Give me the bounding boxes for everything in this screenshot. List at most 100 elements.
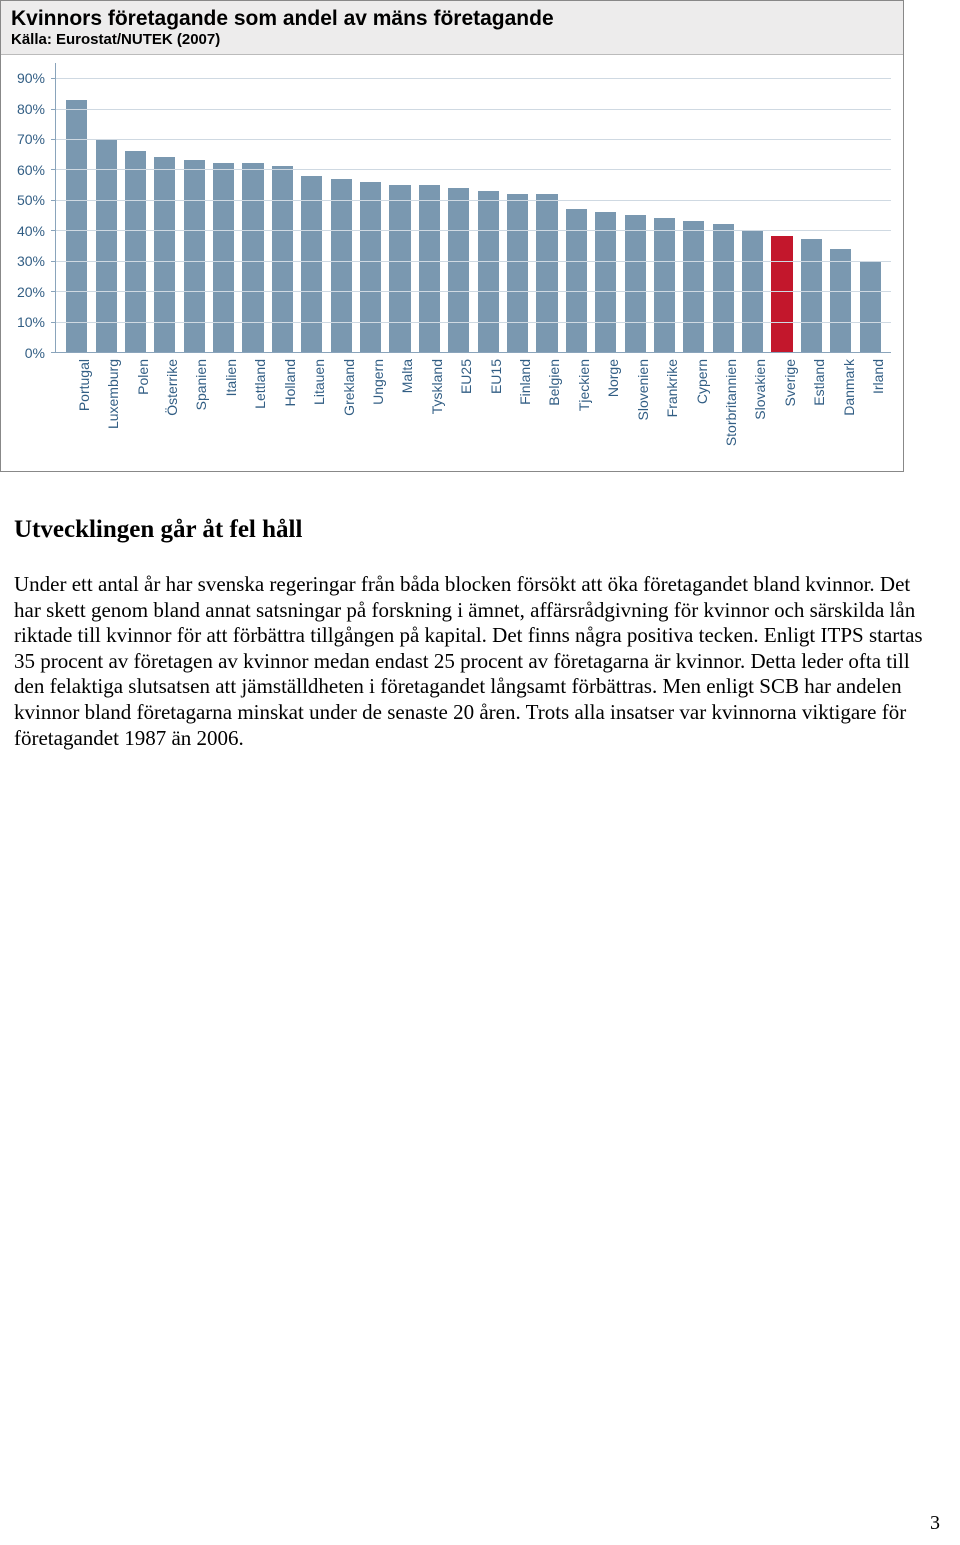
article-heading: Utvecklingen går åt fel håll bbox=[14, 516, 926, 544]
x-label-slot: EU25 bbox=[443, 353, 472, 463]
x-label: Tjeckien bbox=[576, 359, 592, 411]
gridline bbox=[56, 200, 891, 201]
y-tick-mark bbox=[51, 169, 56, 170]
bar bbox=[536, 194, 557, 352]
gridline bbox=[56, 78, 891, 79]
x-label-slot: Irland bbox=[855, 353, 884, 463]
x-label-slot: Holland bbox=[267, 353, 296, 463]
x-label: Holland bbox=[282, 359, 298, 406]
x-label: Polen bbox=[135, 359, 151, 395]
x-label-slot: Litauen bbox=[296, 353, 325, 463]
bar bbox=[213, 163, 234, 352]
gridline bbox=[56, 169, 891, 170]
bar-slot bbox=[503, 63, 532, 352]
x-label-slot: Tyskland bbox=[414, 353, 443, 463]
x-label-slot: Lettland bbox=[238, 353, 267, 463]
x-label: EU15 bbox=[488, 359, 504, 394]
x-label-slot: Grekland bbox=[326, 353, 355, 463]
x-axis-labels: PortugalLuxemburgPolenÖsterrikeSpanienIt… bbox=[55, 353, 891, 463]
x-label-slot: Malta bbox=[385, 353, 414, 463]
y-tick-label: 50% bbox=[17, 192, 45, 208]
gridline bbox=[56, 109, 891, 110]
bar-slot bbox=[620, 63, 649, 352]
bar bbox=[301, 176, 322, 352]
x-label: Frankrike bbox=[664, 359, 680, 417]
bar bbox=[801, 239, 822, 352]
y-tick-label: 90% bbox=[17, 70, 45, 86]
x-label: Grekland bbox=[341, 359, 357, 416]
bar bbox=[96, 139, 117, 352]
bar bbox=[448, 188, 469, 352]
x-label: Slovakien bbox=[752, 359, 768, 420]
y-tick-label: 60% bbox=[17, 162, 45, 178]
x-label-slot: Österrike bbox=[149, 353, 178, 463]
chart-container: Kvinnors företagande som andel av mäns f… bbox=[0, 0, 904, 472]
x-label-slot: Tjeckien bbox=[561, 353, 590, 463]
bar-slot bbox=[591, 63, 620, 352]
x-label-slot: Italien bbox=[208, 353, 237, 463]
bar-slot bbox=[444, 63, 473, 352]
x-label: Lettland bbox=[252, 359, 268, 409]
bar bbox=[184, 160, 205, 352]
y-tick-mark bbox=[51, 322, 56, 323]
bar-slot bbox=[709, 63, 738, 352]
bar-slot bbox=[356, 63, 385, 352]
bar bbox=[331, 179, 352, 352]
x-label: Tyskland bbox=[429, 359, 445, 414]
bar-slot bbox=[180, 63, 209, 352]
x-label: Italien bbox=[223, 359, 239, 396]
y-tick-label: 70% bbox=[17, 131, 45, 147]
x-label: Cypern bbox=[694, 359, 710, 404]
bar bbox=[595, 212, 616, 352]
x-label: Luxemburg bbox=[105, 359, 121, 429]
bar bbox=[860, 261, 881, 352]
bar-slot bbox=[327, 63, 356, 352]
x-label-slot: EU15 bbox=[473, 353, 502, 463]
x-label: Danmark bbox=[841, 359, 857, 416]
bar-slot bbox=[856, 63, 885, 352]
bar-slot bbox=[473, 63, 502, 352]
bar bbox=[771, 236, 792, 352]
bar bbox=[419, 185, 440, 352]
y-tick-mark bbox=[51, 291, 56, 292]
article-body: Under ett antal år har svenska regeringa… bbox=[14, 572, 926, 751]
x-label-slot: Finland bbox=[502, 353, 531, 463]
x-label-slot: Sverige bbox=[767, 353, 796, 463]
y-tick-mark bbox=[51, 200, 56, 201]
x-label-slot: Luxemburg bbox=[90, 353, 119, 463]
bar-slot bbox=[562, 63, 591, 352]
article: Utvecklingen går åt fel håll Under ett a… bbox=[0, 472, 940, 765]
y-tick-mark bbox=[51, 78, 56, 79]
y-tick-mark bbox=[51, 139, 56, 140]
bar bbox=[830, 249, 851, 352]
x-label-slot: Polen bbox=[120, 353, 149, 463]
bar bbox=[272, 166, 293, 352]
x-label-slot: Frankrike bbox=[649, 353, 678, 463]
x-label-slot: Estland bbox=[797, 353, 826, 463]
y-tick-label: 40% bbox=[17, 223, 45, 239]
bar-slot bbox=[121, 63, 150, 352]
x-label: Storbritannien bbox=[723, 359, 739, 446]
x-label-slot: Norge bbox=[591, 353, 620, 463]
bar-slot bbox=[415, 63, 444, 352]
y-tick-mark bbox=[51, 109, 56, 110]
x-label: Belgien bbox=[546, 359, 562, 406]
bar-slot bbox=[650, 63, 679, 352]
bar bbox=[66, 100, 87, 352]
y-tick-label: 30% bbox=[17, 253, 45, 269]
page-number: 3 bbox=[930, 1512, 940, 1535]
x-label: Finland bbox=[517, 359, 533, 405]
x-label-slot: Belgien bbox=[532, 353, 561, 463]
chart-title: Kvinnors företagande som andel av mäns f… bbox=[11, 7, 893, 31]
bar-slot bbox=[209, 63, 238, 352]
bar bbox=[242, 163, 263, 352]
bar-slot bbox=[532, 63, 561, 352]
bar-slot bbox=[297, 63, 326, 352]
bar-slot bbox=[826, 63, 855, 352]
gridline bbox=[56, 139, 891, 140]
bar bbox=[654, 218, 675, 352]
x-label-slot: Danmark bbox=[826, 353, 855, 463]
x-label: Irland bbox=[870, 359, 886, 394]
gridline bbox=[56, 261, 891, 262]
bar-slot bbox=[62, 63, 91, 352]
